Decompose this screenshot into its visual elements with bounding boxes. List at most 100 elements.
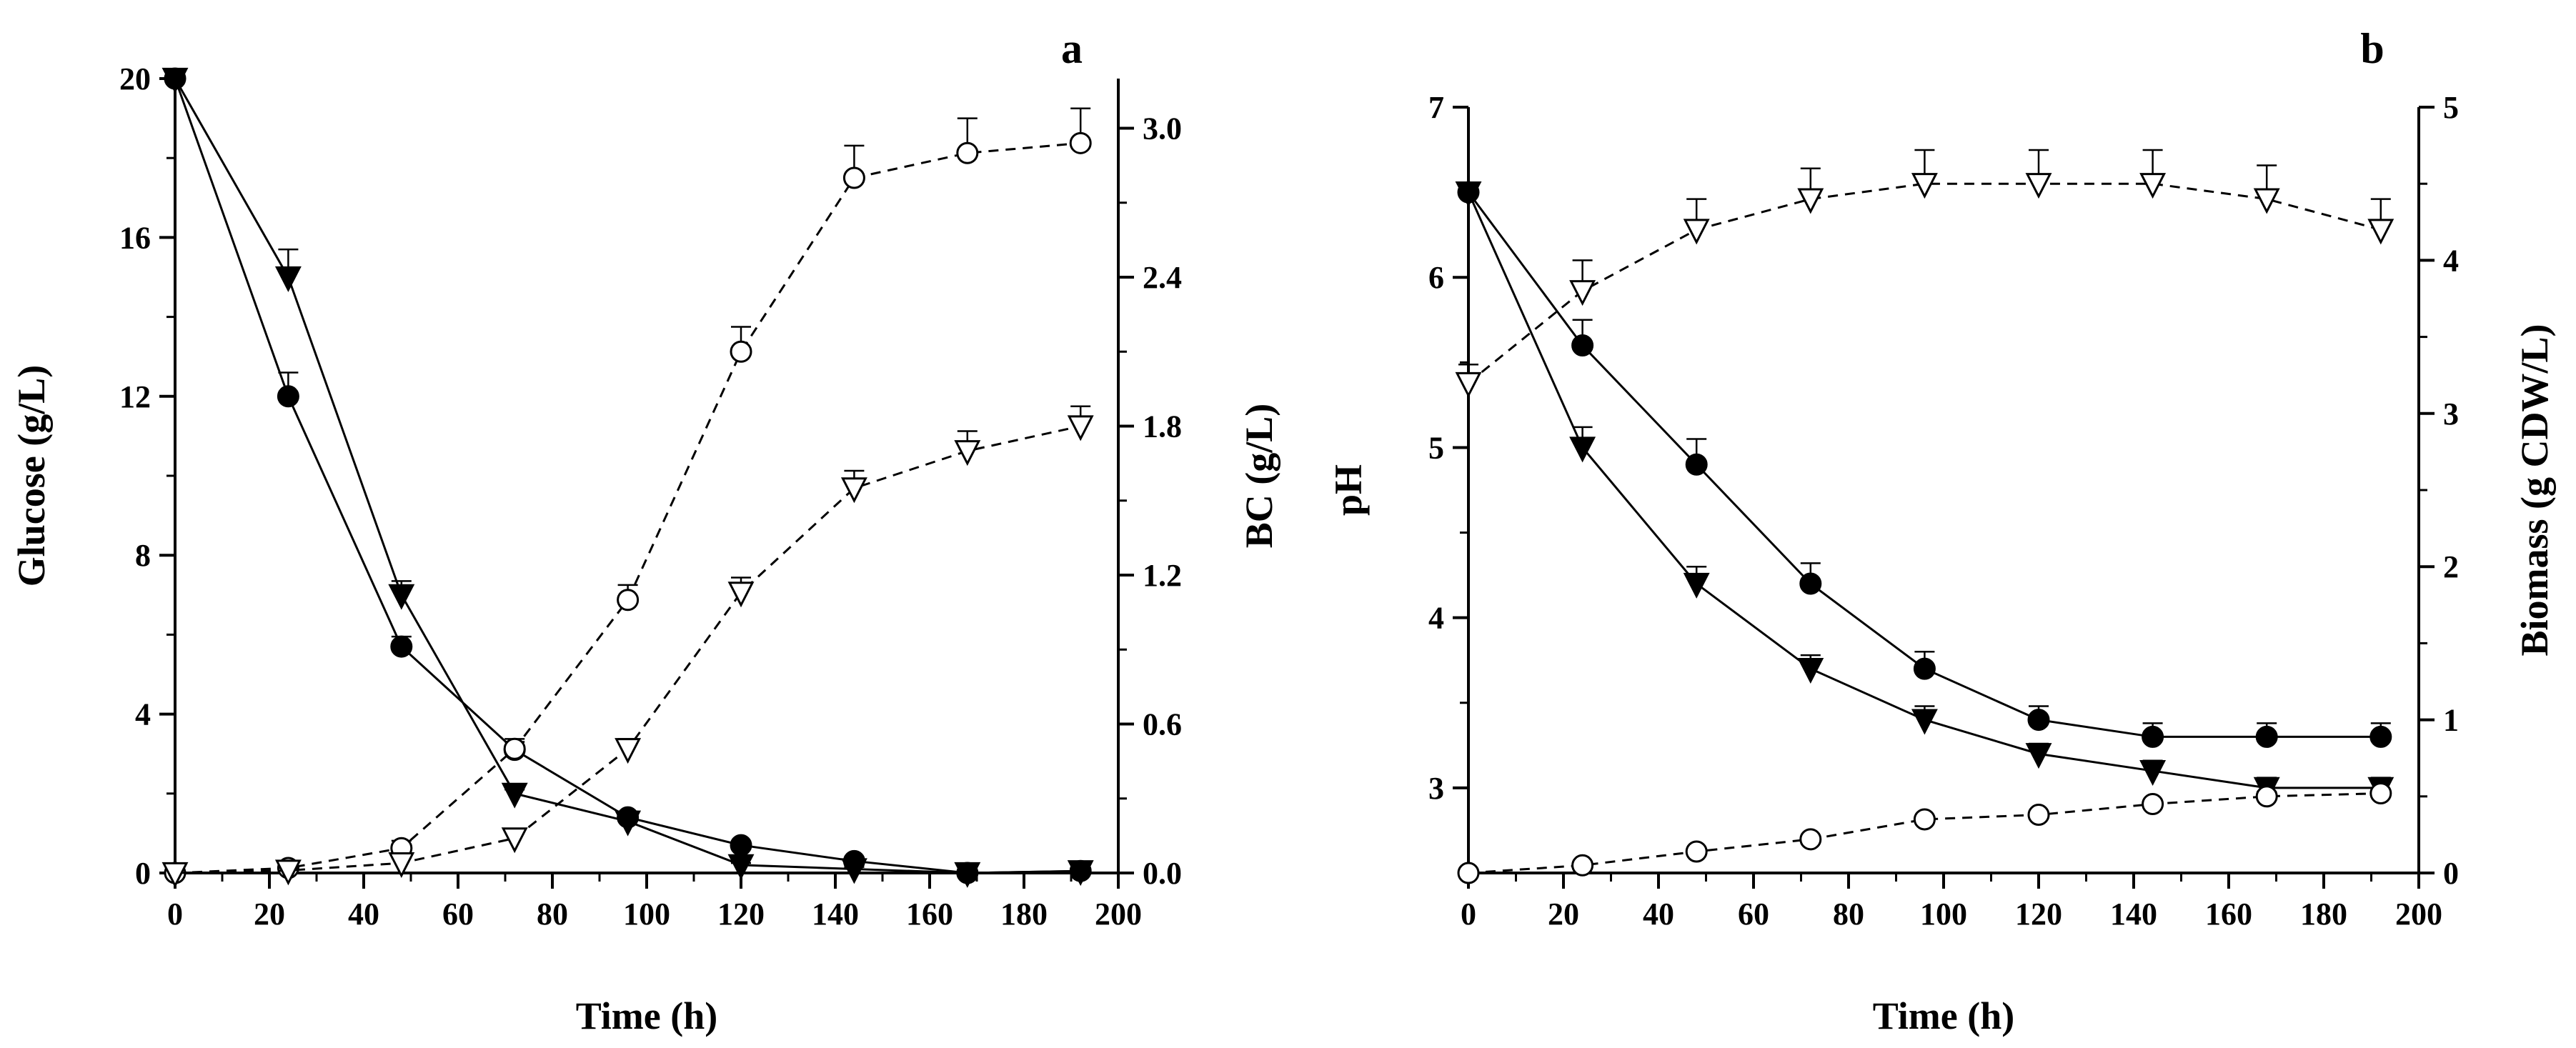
x-tick-label: 160 <box>906 897 953 932</box>
y-tick-label: 4 <box>135 697 151 732</box>
series-2 <box>164 107 1092 884</box>
data-point <box>2139 173 2167 199</box>
series-line <box>1468 182 2382 384</box>
data-point <box>1069 131 1092 154</box>
x-tick-label: 180 <box>2300 897 2347 932</box>
data-point <box>1799 572 1822 595</box>
data-point <box>2027 709 2050 732</box>
x-tick-label: 120 <box>2015 897 2062 932</box>
data-point <box>1685 840 1708 863</box>
data-point <box>615 810 642 837</box>
data-point <box>727 854 755 880</box>
panel-a: 0 20 40 60 80 100 120 140 160 180 200 0 4 8 12 16 20 0.0 0… <box>10 25 1280 1037</box>
y-axis-title: Glucose (g/L) <box>10 365 53 587</box>
panel-label: b <box>2360 25 2384 72</box>
data-point <box>1913 657 1936 680</box>
series-1 <box>161 67 1094 888</box>
series-3 <box>1455 149 2395 398</box>
data-point <box>842 166 865 189</box>
x-tick-label: 80 <box>537 897 568 932</box>
y-tick-label: 3 <box>1428 771 1444 806</box>
y2-tick-label: 0.0 <box>1143 856 1182 891</box>
x-tick-label: 20 <box>254 897 285 932</box>
x-tick-label: 120 <box>717 897 765 932</box>
data-point <box>1067 415 1094 441</box>
data-point <box>503 737 526 760</box>
x-tick-label: 40 <box>1643 897 1674 932</box>
y2-tick-label: 1.2 <box>1143 558 1182 593</box>
data-point <box>1569 436 1596 463</box>
data-point <box>1569 280 1596 306</box>
data-point <box>274 859 302 886</box>
data-point <box>956 141 979 164</box>
data-point <box>1911 709 1938 735</box>
data-point <box>840 858 867 884</box>
data-point <box>2255 725 2278 748</box>
data-point <box>161 862 189 888</box>
y-tick-label: 0 <box>135 856 151 891</box>
x-tick-label: 60 <box>442 897 474 932</box>
y2-tick-label: 5 <box>2443 90 2459 125</box>
y2-tick-label: 4 <box>2443 243 2459 278</box>
data-point <box>1797 188 1824 214</box>
data-point <box>1799 828 1822 851</box>
data-point <box>2139 759 2167 786</box>
data-point <box>954 862 981 888</box>
y-tick-label: 12 <box>119 379 151 414</box>
y-tick-label: 4 <box>1428 601 1444 636</box>
data-point <box>1455 371 1482 398</box>
series-line <box>174 425 1081 874</box>
y2-tick-label: 3 <box>2443 396 2459 431</box>
data-point <box>2255 785 2278 808</box>
series-line <box>1467 191 2381 789</box>
data-point <box>1457 862 1480 884</box>
y2-tick-label: 2 <box>2443 549 2459 584</box>
y-tick-label: 5 <box>1428 430 1444 465</box>
data-point <box>501 827 528 854</box>
x-tick-label: 140 <box>812 897 859 932</box>
panel-label: a <box>1061 25 1083 72</box>
x-axis-title: Time (h) <box>1873 994 2015 1037</box>
x-tick-label: 180 <box>1000 897 1048 932</box>
x-tick-label: 140 <box>2110 897 2157 932</box>
data-point <box>2027 804 2050 827</box>
y-tick-label: 8 <box>135 538 151 573</box>
series-2 <box>1457 780 2392 884</box>
data-point <box>277 385 299 408</box>
series-line <box>174 141 1081 874</box>
y2-tick-label: 2.4 <box>1143 260 1182 295</box>
panel-b: 0 20 40 60 80 100 120 140 160 180 200 3 4 5 6 7 0 1 2 3 4 5 Ti… <box>1327 25 2556 1037</box>
x-tick-label: 0 <box>167 897 183 932</box>
data-point <box>1685 453 1708 476</box>
data-point <box>388 584 415 610</box>
data-point <box>730 834 752 857</box>
data-point <box>1797 658 1824 684</box>
y-axis-title: pH <box>1327 464 1370 516</box>
y2-tick-label: 1 <box>2443 703 2459 738</box>
data-point <box>2369 782 2392 805</box>
x-tick-label: 60 <box>1738 897 1769 932</box>
x-tick-label: 160 <box>2205 897 2252 932</box>
data-point <box>2142 793 2164 816</box>
data-point <box>388 852 415 878</box>
data-point <box>161 67 189 94</box>
data-point <box>2025 173 2052 199</box>
data-point <box>2369 725 2392 748</box>
series-1 <box>1455 181 2395 803</box>
y-tick-label: 16 <box>119 220 151 255</box>
x-tick-label: 200 <box>1095 897 1142 932</box>
x-axis-title: Time (h) <box>576 994 718 1037</box>
data-point <box>1571 854 1594 877</box>
y2-tick-label: 0 <box>2443 856 2459 891</box>
data-point <box>1913 808 1936 831</box>
data-point <box>2142 725 2164 748</box>
data-point <box>730 340 752 363</box>
data-point <box>2253 188 2280 214</box>
data-point <box>1455 181 1482 207</box>
x-tick-label: 80 <box>1833 897 1864 932</box>
x-tick-label: 100 <box>623 897 670 932</box>
x-tick-label: 40 <box>348 897 379 932</box>
y2-axis-title: Biomass (g CDW/L) <box>2513 324 2556 656</box>
series-0 <box>1457 181 2392 748</box>
